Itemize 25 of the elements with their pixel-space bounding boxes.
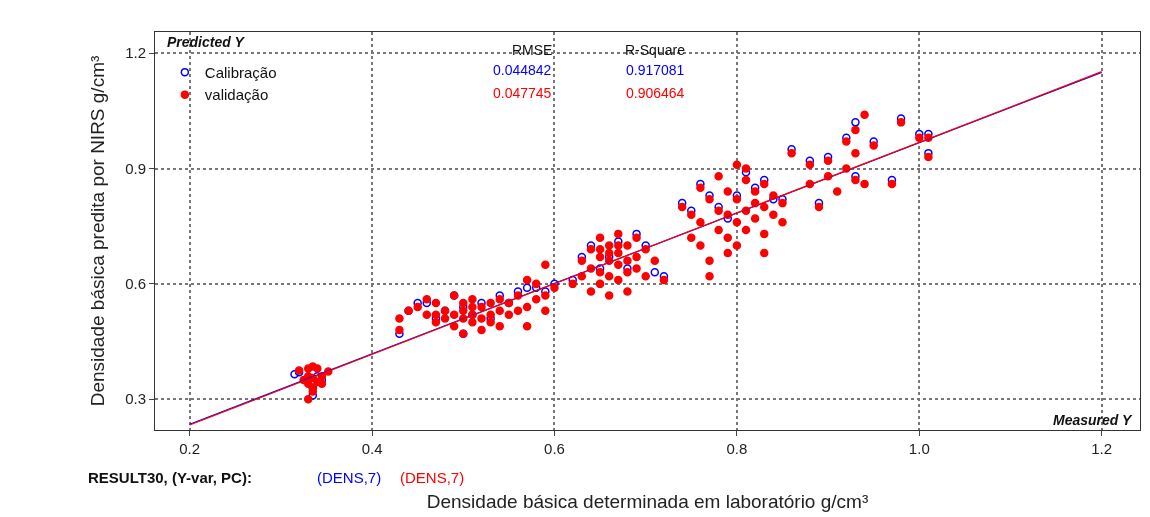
x-tick-label: 0.6 [544,440,565,457]
text: RESULT30, (Y-var, PC): [88,469,252,486]
y-tick-label: 0.6 [125,275,146,293]
annotation: R-Square [625,42,686,58]
text: (DENS,7) [400,469,465,486]
x-tick-label: 0.4 [361,440,383,457]
y-tick-label: 0.3 [125,390,146,408]
y-tick-label: 0.9 [125,159,146,177]
x-tick-label: 0.2 [179,440,201,457]
annotation: 0.044842 [493,62,552,78]
x-tick-label: 1.2 [1091,440,1113,457]
annotation: Predicted Y [167,34,246,50]
y-axis-title: Densidade básica predita por NIRS g/cm³ [86,55,108,407]
x-tick-label: 1.0 [908,440,930,457]
annotation: 0.906464 [626,85,685,101]
x-tick-label: 0.8 [726,440,748,457]
annotation: RMSE [512,42,553,58]
legend-label: Calibração [204,63,277,81]
x-axis-title: Densidade básica determinada em laboratório g/cm³ [426,490,869,512]
annotation: 0.917081 [626,62,685,78]
y-tick-label: 1.2 [125,44,146,62]
annotation: 0.047745 [493,85,552,101]
legend-label: validação [204,86,269,104]
text: (DENS,7) [317,469,382,486]
annotation: Measured Y [1053,412,1133,428]
